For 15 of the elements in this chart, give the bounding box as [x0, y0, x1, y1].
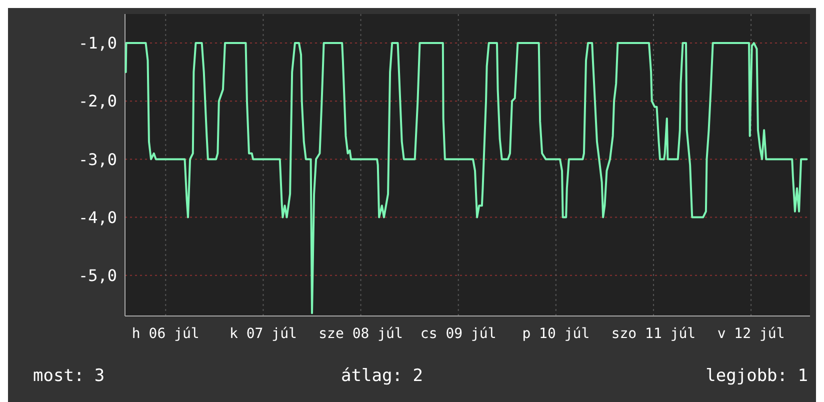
- y-tick-label: -2,0: [78, 92, 117, 111]
- y-tick-label: -5,0: [78, 266, 117, 285]
- x-tick-label: cs 09 júl: [420, 326, 496, 342]
- text: legjobb: 1: [706, 366, 808, 386]
- y-tick-label: -4,0: [78, 208, 117, 227]
- y-tick-label: -3,0: [78, 150, 117, 169]
- x-tick-label: p 10 júl: [522, 326, 590, 342]
- x-tick-label: k 07 júl: [230, 326, 297, 342]
- text: most: 3: [33, 366, 105, 386]
- x-tick-label: v 12 júl: [717, 326, 785, 342]
- x-tick-label: szo 11 júl: [611, 326, 696, 342]
- x-tick-label: h 06 júl: [132, 326, 200, 342]
- y-tick-label: -1,0: [78, 34, 117, 53]
- text: átlag: 2: [341, 366, 423, 386]
- x-tick-label: sze 08 júl: [318, 326, 403, 342]
